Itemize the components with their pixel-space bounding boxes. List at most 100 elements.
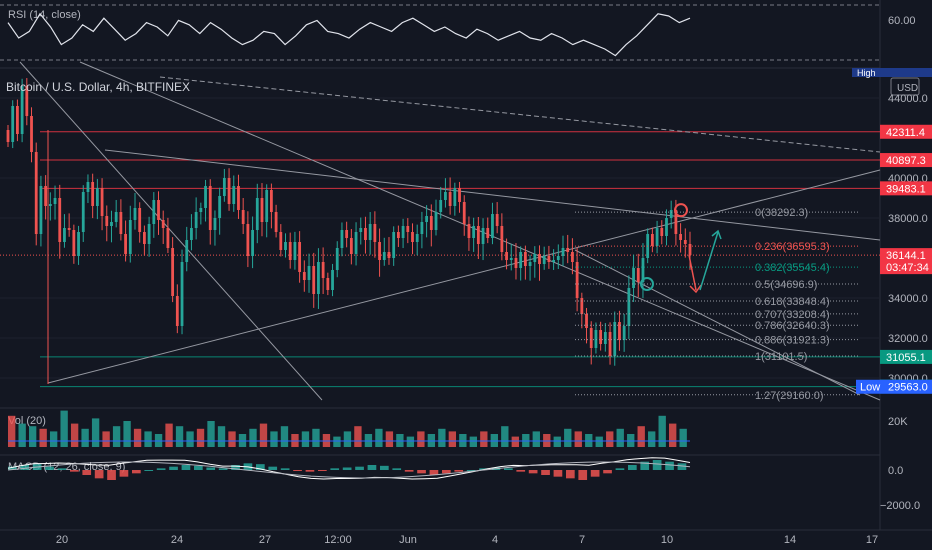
price-tags: 42311.4 40897.3 39483.1 36144.103:47:34 3105…	[856, 124, 932, 394]
volume-bar	[511, 436, 519, 447]
macd-bar	[566, 470, 575, 479]
macd-bar	[181, 465, 191, 470]
candle-body	[608, 332, 612, 356]
candle-body	[618, 322, 621, 340]
candle-body	[91, 182, 95, 206]
price-tag-timer: 03:47:34	[886, 262, 929, 274]
candle-body	[382, 252, 386, 260]
rsi-axis-value: 60.00	[888, 15, 916, 27]
macd-bar	[256, 464, 265, 470]
volume-bar	[606, 431, 614, 447]
signal-line	[7, 461, 691, 479]
candle-body	[505, 252, 508, 260]
candle-body	[556, 256, 560, 260]
macd-bar	[553, 470, 563, 477]
candle-body	[213, 218, 217, 230]
candle-body	[523, 252, 527, 266]
candle-body	[302, 272, 306, 280]
time-axis: 20 24 27 12:00 Jun 4 7 10 14 17	[56, 534, 878, 546]
volume-bar	[532, 431, 540, 447]
currency-box[interactable]: USD	[890, 77, 920, 96]
volume-bar	[354, 426, 362, 447]
rsi-line	[7, 12, 691, 57]
candle-body	[444, 192, 447, 200]
volume-bar	[280, 426, 289, 447]
candle-body	[100, 188, 104, 216]
candle-body	[133, 208, 137, 220]
candle-body	[472, 226, 476, 238]
volume-bar	[574, 431, 582, 447]
candle-body	[204, 186, 207, 208]
price-axis-label: 32000.0	[888, 333, 928, 345]
fib-label: 0.886(31921.3)	[755, 335, 830, 347]
macd-bar	[119, 470, 129, 477]
candle-body	[227, 178, 231, 204]
macd-bar	[318, 470, 327, 471]
candle-body	[660, 228, 664, 236]
volume-bar	[207, 421, 215, 447]
candle-body	[237, 186, 240, 210]
candle-body	[142, 232, 146, 244]
fib-label: 0.5(34696.9)	[755, 279, 817, 291]
candle-body	[274, 212, 278, 232]
macd-bar	[628, 465, 637, 470]
volume-bar	[102, 431, 110, 447]
candle-body	[260, 198, 264, 222]
volume-bar	[112, 426, 121, 447]
macd-bar	[603, 470, 612, 474]
candle-body	[72, 230, 76, 256]
volume-bar	[343, 431, 352, 447]
candle-body	[58, 198, 62, 242]
macd-bar	[305, 470, 315, 472]
volume-bar	[679, 428, 687, 447]
candle-body	[650, 234, 654, 246]
candle-body	[312, 266, 316, 294]
candle-body	[542, 256, 546, 264]
candle-body	[81, 192, 85, 232]
macd-bar	[169, 466, 178, 470]
volume-bar	[28, 426, 37, 447]
candle-body	[411, 232, 414, 242]
candle-body	[67, 228, 71, 230]
candle-body	[519, 252, 523, 268]
high-tag: High	[852, 68, 932, 78]
time-axis-label: 24	[171, 534, 183, 546]
candle-body	[166, 228, 170, 248]
candle-body	[251, 230, 254, 256]
candle-body	[453, 188, 457, 206]
candle-body	[429, 216, 433, 230]
candle-body	[175, 296, 179, 326]
candle-body	[110, 222, 113, 226]
trend-line	[19, 61, 323, 401]
macd-bar	[504, 468, 513, 470]
price-axis-label: 38000.0	[888, 213, 928, 225]
candle-body	[674, 210, 678, 234]
fib-label: 1.27(29160.0)	[755, 390, 824, 402]
volume-bar	[70, 423, 79, 447]
trend-line	[79, 61, 881, 401]
volume-bar	[165, 423, 173, 447]
candle-body	[378, 242, 381, 260]
candle-body	[396, 232, 400, 238]
volume-bar	[406, 436, 415, 447]
candle-body	[406, 226, 410, 232]
candle-body	[269, 190, 273, 212]
breakout-circle	[640, 277, 654, 291]
macd-bar	[392, 468, 402, 470]
candle-body	[599, 330, 603, 344]
candle-body	[500, 226, 504, 252]
macd-bar	[20, 465, 30, 470]
macd-bar	[380, 465, 389, 470]
low-tag-label: Low	[860, 382, 880, 394]
candle-body	[190, 228, 193, 240]
candle-body	[434, 212, 438, 230]
volume-bar	[144, 431, 152, 447]
volume-bar	[564, 428, 572, 447]
time-axis-label: 27	[259, 534, 271, 546]
trend-line	[574, 249, 861, 396]
candle-body	[77, 232, 80, 256]
volume-bar	[186, 431, 194, 447]
candle-body	[185, 240, 189, 262]
time-axis-label: 17	[866, 534, 878, 546]
